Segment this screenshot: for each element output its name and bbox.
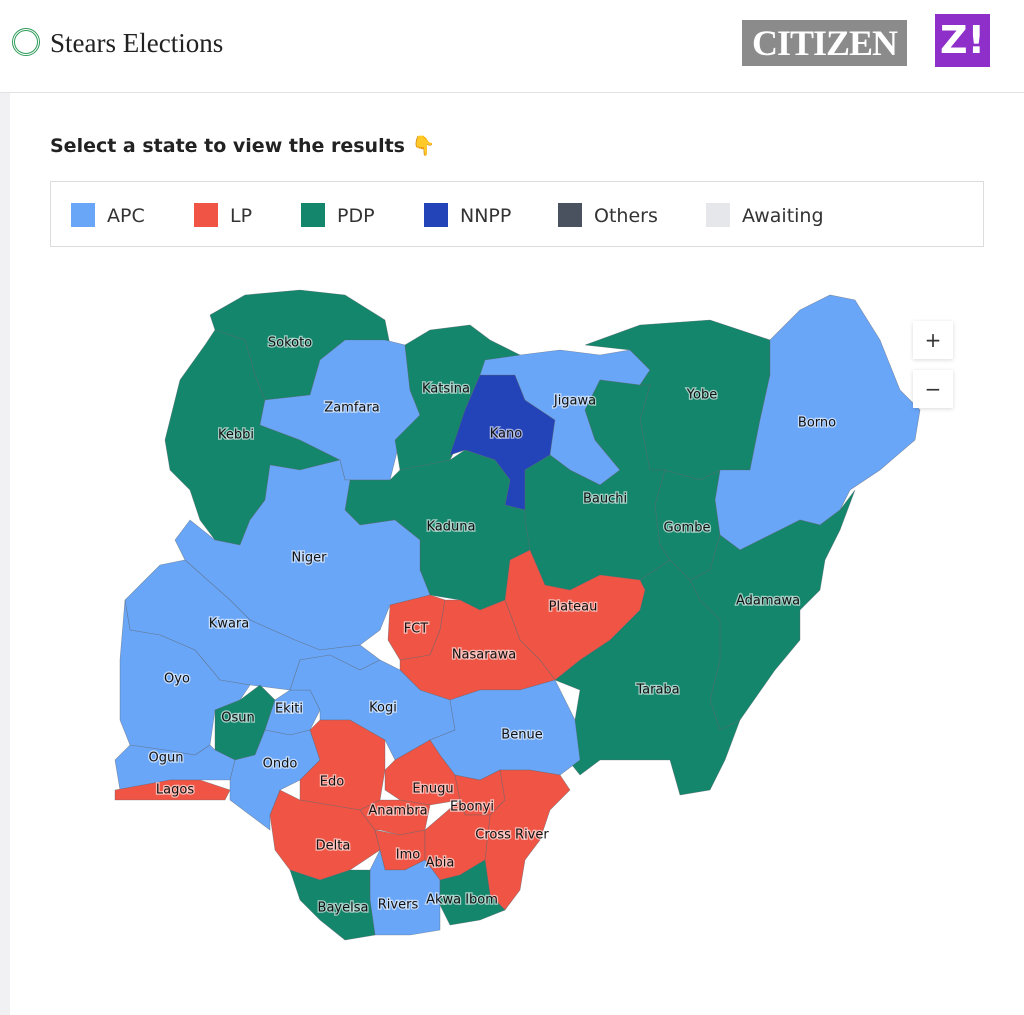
header: Stears Elections CITIZEN Z! <box>0 0 1024 93</box>
legend-label: LP <box>230 205 253 227</box>
legend-item: PDP <box>301 203 375 227</box>
legend-item: Awaiting <box>706 203 824 227</box>
state-label: Ondo <box>263 757 298 772</box>
state-label: Delta <box>316 839 351 854</box>
state-label: Enugu <box>412 782 453 797</box>
state-labels: Sokoto Kebbi Zamfara Katsina Kano Jigawa Yobe B… <box>147 334 837 917</box>
state-label: Kano <box>490 427 523 442</box>
state-label: Katsina <box>422 382 470 397</box>
state-label: Abia <box>426 856 455 871</box>
state-label: Edo <box>320 775 344 790</box>
state-label: Ekiti <box>275 702 303 717</box>
state-label: Borno <box>798 416 836 431</box>
state-label: Oyo <box>164 672 190 687</box>
state-label: Kebbi <box>218 428 254 443</box>
legend-swatch <box>558 203 582 227</box>
legend-label: NNPP <box>460 205 512 227</box>
state-shape[interactable] <box>229 729 321 831</box>
state-label: Plateau <box>549 600 598 615</box>
legend-swatch <box>424 203 448 227</box>
state-shape[interactable] <box>439 859 506 926</box>
state-label: Niger <box>292 551 328 566</box>
legend-swatch <box>301 203 325 227</box>
state-label: Zamfara <box>324 401 379 416</box>
legend-swatch <box>71 203 95 227</box>
legend-label: APC <box>107 205 145 227</box>
state-label: Taraba <box>635 683 679 698</box>
legend-label: PDP <box>337 205 375 227</box>
logo <box>12 28 40 56</box>
partner-logo[interactable]: Z! <box>935 14 990 67</box>
state-label: Benue <box>501 728 542 743</box>
state-label: FCT <box>404 622 429 637</box>
state[interactable] <box>384 739 461 806</box>
prompt: Select a state to view the results 👇 <box>50 135 436 157</box>
partner-logo[interactable]: CITIZEN <box>742 20 907 66</box>
legend-label: Others <box>594 205 658 227</box>
state-label: Osun <box>221 711 254 726</box>
legend: APC LP PDP NNPP Others Awaiting <box>50 181 984 247</box>
state-label: Cross River <box>475 828 549 843</box>
state-label: Kogi <box>369 701 397 716</box>
brand[interactable]: Stears Elections <box>50 28 224 58</box>
state[interactable] <box>229 729 321 831</box>
legend-item: LP <box>194 203 252 227</box>
zoom-in[interactable]: + <box>913 321 953 359</box>
state-label: Jigawa <box>553 394 596 409</box>
state-label: Rivers <box>378 898 419 913</box>
state[interactable] <box>289 869 376 941</box>
legend-item: Others <box>558 203 658 227</box>
legend-label: Awaiting <box>742 205 824 227</box>
zoom-out[interactable]: − <box>913 370 953 408</box>
legend-item: APC <box>71 203 145 227</box>
state[interactable] <box>439 859 506 926</box>
sidebar-strip <box>0 93 10 1015</box>
state-label: Nasarawa <box>452 648 516 663</box>
legend-item: NNPP <box>424 203 511 227</box>
state-label: Kaduna <box>427 520 476 535</box>
state-label: Sokoto <box>268 336 312 351</box>
legend-swatch <box>194 203 218 227</box>
state-label: Ebonyi <box>450 800 494 815</box>
state-label: Kwara <box>209 617 249 632</box>
state-label: Bauchi <box>583 492 627 507</box>
state-label: Anambra <box>368 804 427 819</box>
state-label: Yobe <box>686 388 717 403</box>
legend-swatch <box>706 203 730 227</box>
state-label: Adamawa <box>736 594 800 609</box>
state-label: Akwa Ibom <box>426 893 498 908</box>
state-label: Bayelsa <box>318 901 369 916</box>
state-label: Gombe <box>664 521 711 536</box>
state-shape[interactable] <box>289 869 376 941</box>
state-shape[interactable] <box>384 739 461 806</box>
state-label: Lagos <box>156 783 194 798</box>
state-label: Imo <box>396 848 420 863</box>
state-label: Ogun <box>149 751 184 766</box>
